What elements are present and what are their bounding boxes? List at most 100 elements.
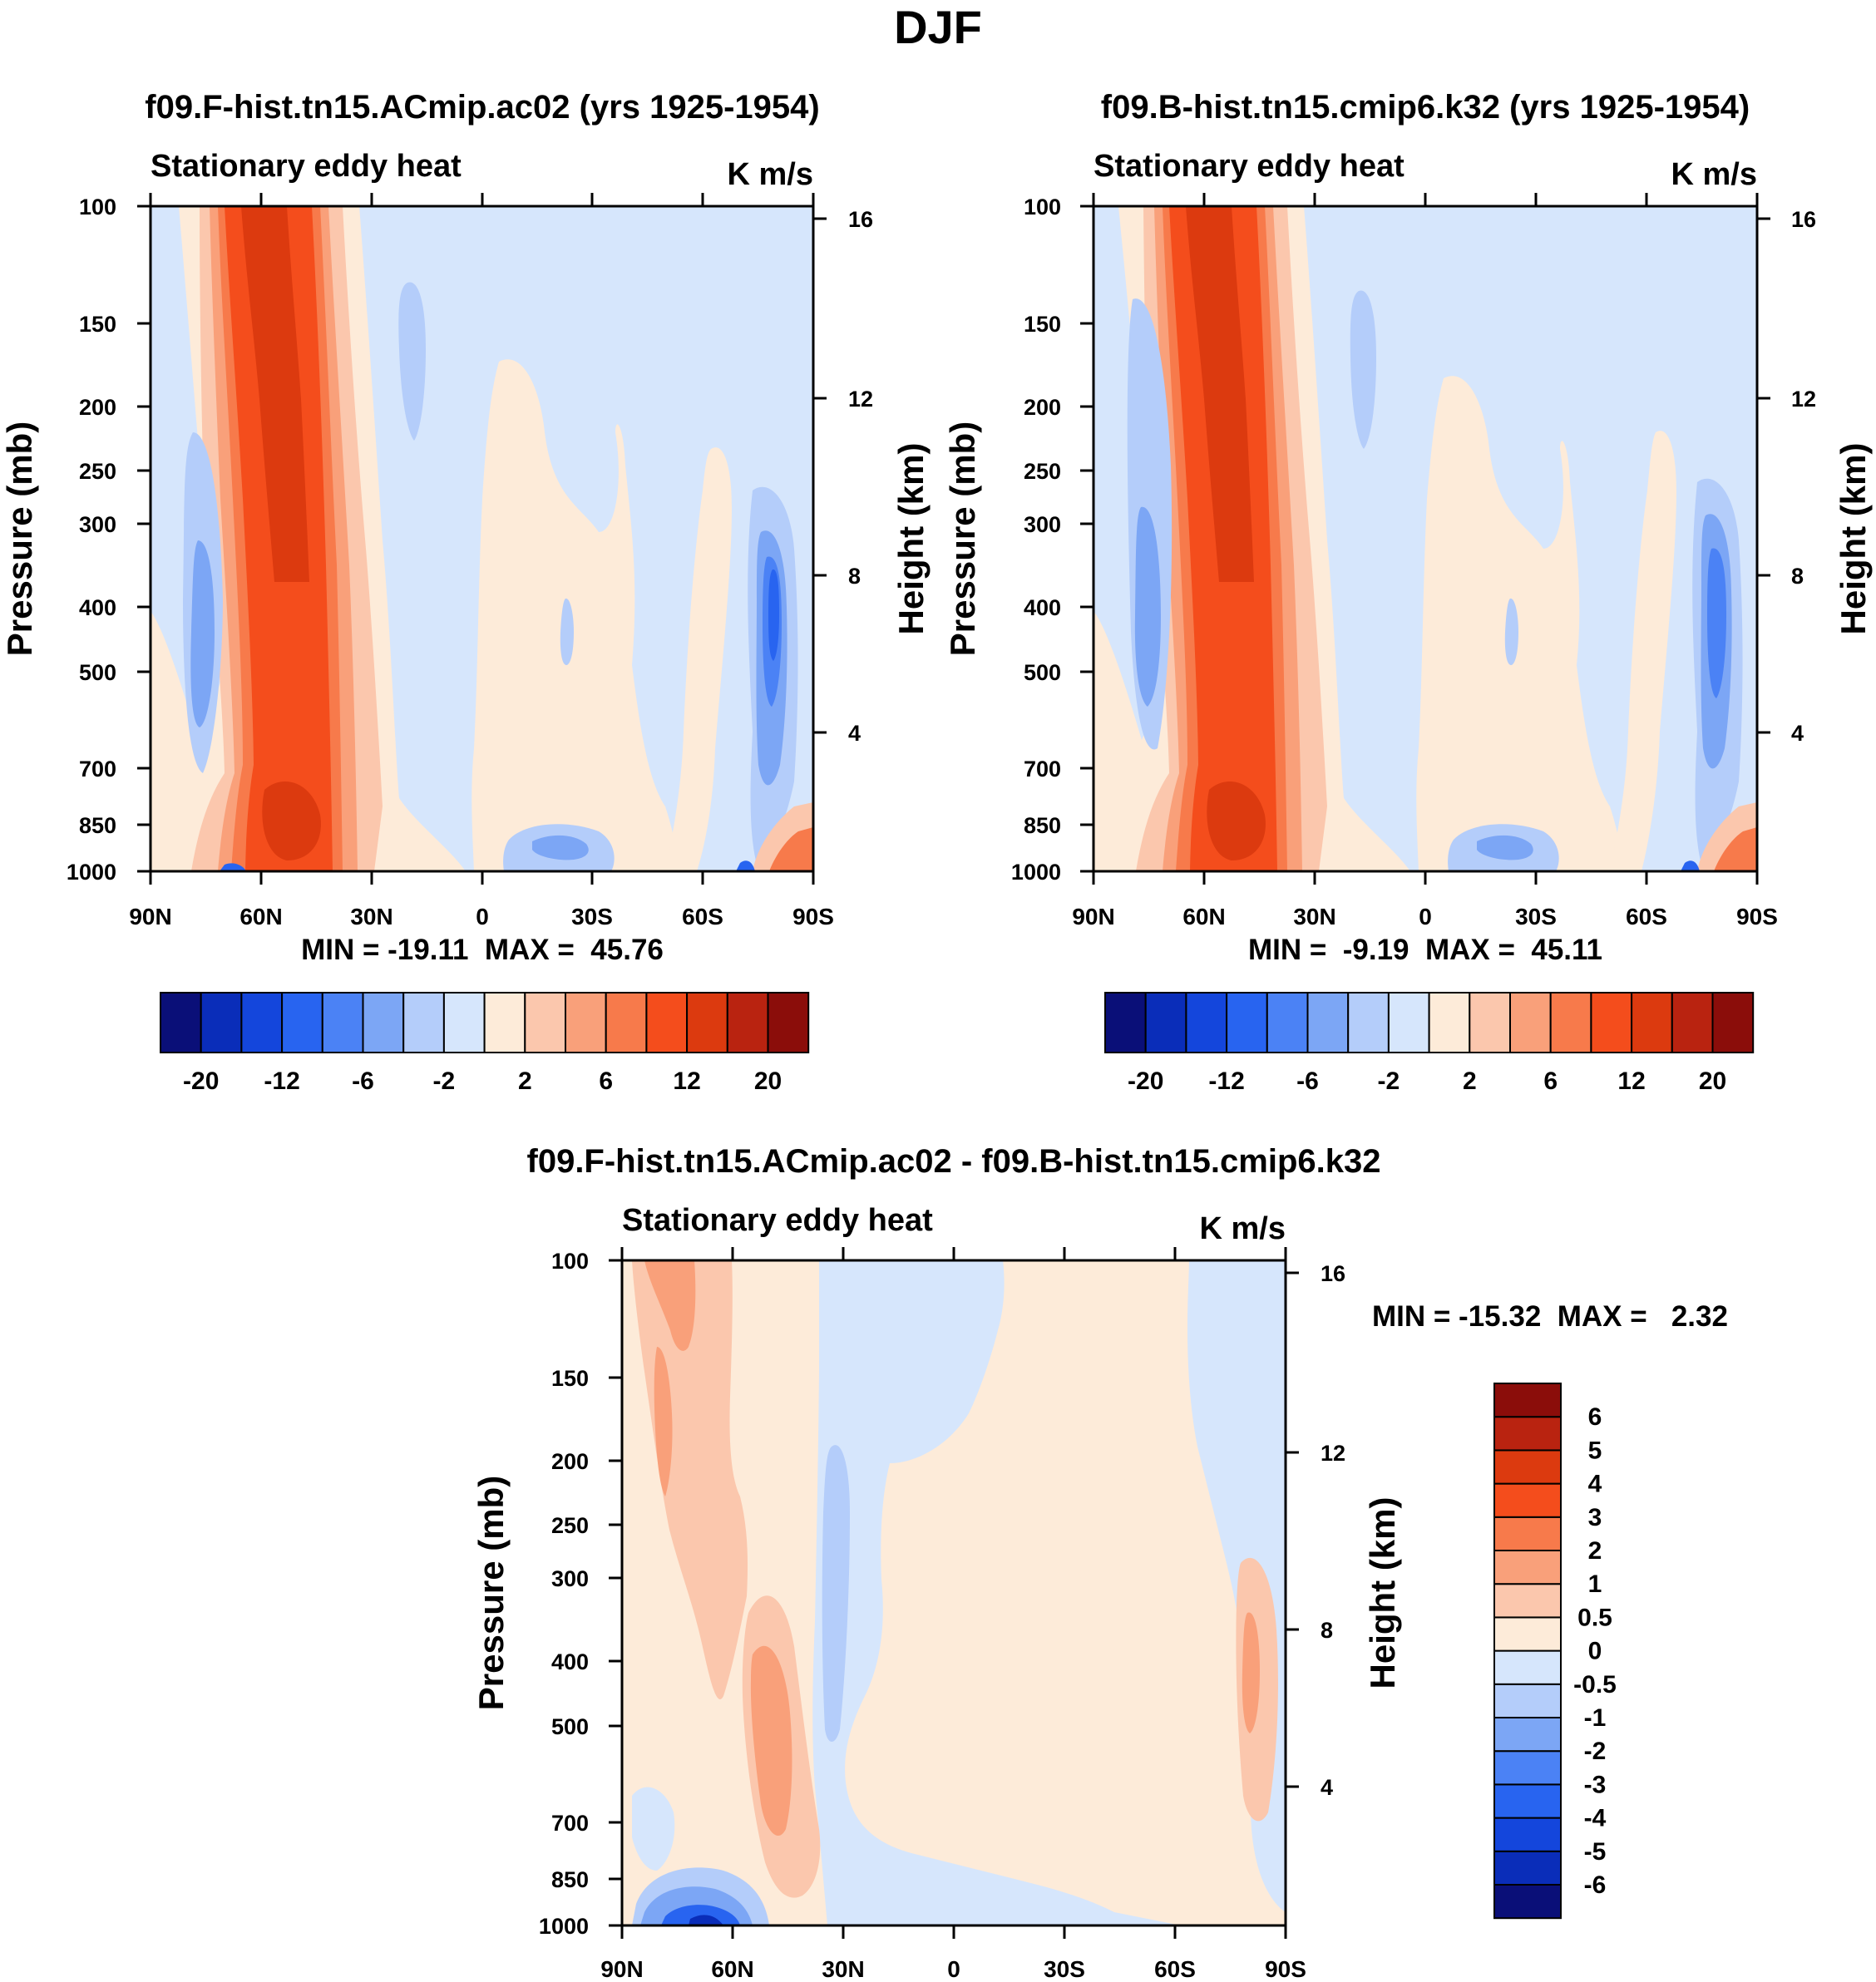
panel-c-ytick-label: 400 (551, 1649, 589, 1674)
colorbar-box (240, 992, 284, 1053)
colorbar-label: 6 (1588, 1403, 1602, 1431)
colorbar-label: 20 (1699, 1067, 1726, 1095)
panel-c-y2tick-label: 8 (1321, 1618, 1333, 1643)
panel-b-sh-surface-positive-core (1714, 827, 1757, 871)
panel-b-ytick-label: 850 (1024, 813, 1061, 838)
panel-c-contours (622, 1260, 1286, 1925)
panel-a-main-band-5 (241, 206, 309, 582)
colorbar-label: 2 (518, 1067, 532, 1095)
panel-c-ytick-label: 250 (551, 1513, 589, 1538)
panel-a: f09.F-hist.tn15.ACmip.ac02 (yrs 1925-195… (0, 89, 931, 966)
panel-b-xtick-label: 60S (1626, 904, 1667, 929)
colorbar-box (565, 992, 607, 1053)
panel-b-y2label: Height (km) (1834, 443, 1873, 635)
panel-b-ytick-label: 150 (1024, 312, 1061, 337)
panel-c-y2label: Height (km) (1363, 1497, 1402, 1689)
panel-b-sh-negative-2 (1707, 548, 1726, 698)
panel-a-ytick-label: 200 (79, 395, 116, 420)
panel-a-ytick-label: 150 (79, 312, 116, 337)
colorbar-label: -4 (1584, 1805, 1607, 1832)
panel-c-ytick-label: 200 (551, 1449, 589, 1474)
panel-b-xtick-label: 90S (1736, 904, 1778, 929)
panel-c: f09.F-hist.tn15.ACmip.ac02 - f09.B-hist.… (471, 1143, 1728, 1982)
panel-b-xtick-label: 30S (1515, 904, 1557, 929)
colorbar-box (1590, 992, 1633, 1053)
panel-b-sh-surface-negative (1681, 860, 1700, 871)
panel-b-ylabel: Pressure (mb) (943, 422, 982, 656)
panel-a-x-labels: 90N 60N 30N 0 30S 60S 90S (129, 904, 834, 929)
panel-b-ytick-label: 200 (1024, 395, 1061, 420)
panel-b-xtick-label: 60N (1182, 904, 1225, 929)
colorbar-box (1428, 992, 1471, 1053)
panel-c-ytick-label: 300 (551, 1566, 589, 1591)
panel-c-ytick-label: 100 (551, 1249, 589, 1274)
panel-a-y-ticks (137, 205, 151, 873)
colorbar-box (281, 992, 323, 1053)
colorbar-box (1493, 1717, 1562, 1753)
colorbar-label: 2 (1463, 1067, 1477, 1095)
panel-a-xtick-label: 30S (571, 904, 613, 929)
colorbar-box (1493, 1750, 1562, 1786)
panel-a-ytick-label: 500 (79, 660, 116, 685)
colorbar-box (1493, 1482, 1562, 1518)
panel-c-ytick-label: 1000 (539, 1914, 589, 1939)
panel-b-ytick-label: 1000 (1011, 860, 1061, 885)
colorbar-label: -20 (1128, 1067, 1163, 1095)
panel-b-title: f09.B-hist.tn15.cmip6.k32 (yrs 1925-1954… (1101, 89, 1750, 126)
panel-b: f09.B-hist.tn15.cmip6.k32 (yrs 1925-1954… (943, 89, 1873, 966)
colorbar-box (1469, 992, 1512, 1053)
legend-top-right-boxes (1104, 992, 1755, 1053)
panel-a-contours (151, 206, 813, 871)
colorbar-box (200, 992, 243, 1053)
panel-b-xtick-label: 0 (1419, 904, 1432, 929)
colorbar-box (1387, 992, 1430, 1053)
colorbar-label: 12 (1617, 1067, 1645, 1095)
panel-c-y2-labels: 16 12 8 4 (1321, 1261, 1345, 1800)
panel-b-units: K m/s (1671, 157, 1757, 192)
panel-b-minmax: MIN = -9.19 MAX = 45.11 (1248, 934, 1602, 966)
panel-b-xtick-label: 90N (1072, 904, 1114, 929)
panel-c-negative-region (812, 1260, 1181, 1925)
panel-b-sh-positive-ridge (1610, 431, 1676, 871)
legend-top-left-boxes (160, 992, 810, 1053)
colorbar-box (1347, 992, 1390, 1053)
panel-a-y2-ticks (813, 217, 827, 734)
panel-a-y2tick-label: 8 (848, 564, 861, 589)
panel-a-ytick-label: 300 (79, 512, 116, 537)
colorbar-label: 4 (1588, 1471, 1602, 1498)
panel-a-ytick-label: 850 (79, 813, 116, 838)
colorbar-label: 0.5 (1577, 1604, 1612, 1631)
colorbar-box (1493, 1817, 1562, 1852)
colorbar-label: 6 (599, 1067, 613, 1095)
panel-a-ytick-label: 400 (79, 595, 116, 620)
panel-b-y-ticks (1080, 205, 1094, 873)
panel-a-nh-negative-core (190, 540, 215, 727)
colorbar-label: 20 (754, 1067, 782, 1095)
colorbar-box (321, 992, 364, 1053)
panel-c-nh-low-negative (632, 1787, 675, 1871)
panel-c-y2tick-label: 12 (1321, 1441, 1345, 1466)
panel-b-y2-ticks (1757, 217, 1770, 734)
panel-c-left-label: Stationary eddy heat (622, 1203, 933, 1238)
colorbar-label: -6 (1296, 1067, 1319, 1095)
colorbar-label: -6 (1584, 1871, 1607, 1899)
colorbar-label: 5 (1588, 1437, 1602, 1464)
colorbar-label: 0 (1588, 1638, 1602, 1665)
panel-c-title: f09.F-hist.tn15.ACmip.ac02 - f09.B-hist.… (527, 1143, 1381, 1180)
panel-c-ylabel: Pressure (mb) (471, 1476, 511, 1710)
colorbar-box (686, 992, 728, 1053)
legend-top-left: -20 -12 -6 -2 2 6 12 20 (160, 992, 810, 1095)
panel-c-x-ticks (620, 1247, 1287, 1939)
panel-a-ytick-label: 250 (79, 459, 116, 484)
panel-c-ytick-label: 700 (551, 1811, 589, 1836)
panel-c-xtick-label: 90N (600, 1956, 643, 1982)
colorbar-box (767, 992, 810, 1053)
panel-a-xtick-label: 30N (350, 904, 392, 929)
colorbar-box (362, 992, 405, 1053)
panel-c-y2-ticks (1286, 1271, 1299, 1788)
panel-b-tropical-positive (1416, 376, 1625, 871)
panel-c-upper-positive-core (644, 1260, 696, 1351)
colorbar-box (1493, 1383, 1562, 1418)
colorbar-box (1144, 992, 1187, 1053)
colorbar-label: -2 (1584, 1738, 1607, 1765)
